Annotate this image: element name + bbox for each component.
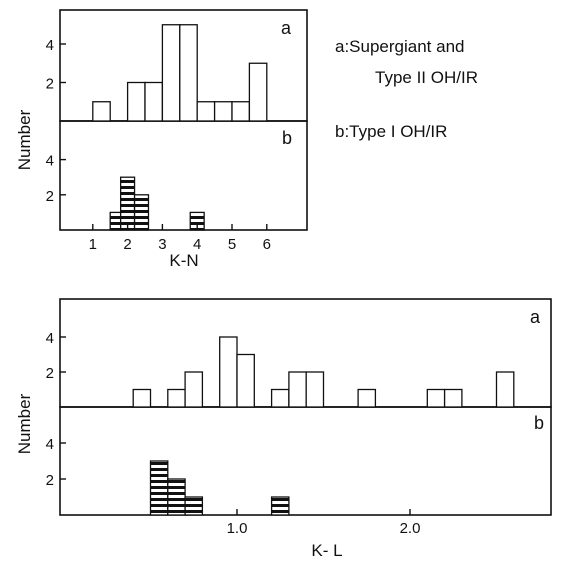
kn-a-bar-6 xyxy=(213,101,233,122)
kl-xtick-label-1: 2.0 xyxy=(400,520,421,537)
kl-bars-a xyxy=(132,336,515,408)
kn-a-bar-4 xyxy=(179,24,198,122)
kn-b-bar-2 xyxy=(133,194,150,231)
kl-b-bar-1 xyxy=(167,478,186,516)
kn-panel-a-label: a xyxy=(281,18,292,38)
kl-a-bar-1 xyxy=(167,388,186,408)
kn-y-axis-label: Number xyxy=(15,109,34,170)
kn-xtick-label-5: 6 xyxy=(263,236,271,253)
kl-y-axis-label: Number xyxy=(15,393,34,454)
kl-a-bar-9 xyxy=(426,388,446,408)
kn-x-ticks: 1 2 3 4 5 6 xyxy=(89,224,271,253)
kn-a-bar-7 xyxy=(231,101,251,122)
kl-b-bar-0 xyxy=(149,460,169,516)
kn-xtick-label-0: 1 xyxy=(89,236,97,253)
kl-a-ytick-label-1: 4 xyxy=(46,330,54,347)
kn-b-bar-1 xyxy=(119,176,136,231)
kn-panel-b-label: b xyxy=(282,128,292,148)
legend: a:Supergiant and Type II OH/IR b:Type I … xyxy=(335,37,478,141)
kn-xtick-label-4: 5 xyxy=(228,236,236,253)
kn-xtick-label-3: 4 xyxy=(193,236,201,253)
legend-a-line1: a:Supergiant and xyxy=(335,37,465,56)
kl-panel-b-frame xyxy=(59,406,552,516)
kn-a-ytick-label-0: 2 xyxy=(46,76,54,93)
kn-y-ticks: 2 4 2 4 xyxy=(46,37,66,205)
kl-x-ticks: 1.0 2.0 xyxy=(227,509,421,537)
chart-kl: 2 4 2 4 1.0 2.0 a b K- L Number xyxy=(15,298,552,560)
kl-a-bar-4 xyxy=(236,353,255,408)
kl-b-bar-3 xyxy=(270,496,290,516)
kn-bars-a xyxy=(92,24,268,122)
kl-bars-b xyxy=(149,460,290,516)
kl-a-bar-11 xyxy=(495,371,515,408)
kl-b-ytick-label-1: 4 xyxy=(46,436,54,453)
kn-a-bar-0 xyxy=(92,101,111,122)
kn-b-bar-0 xyxy=(109,211,122,231)
kl-a-bar-7 xyxy=(305,371,325,408)
kn-b-ytick-label-0: 2 xyxy=(46,188,54,205)
kl-a-bar-8 xyxy=(357,388,377,408)
kl-a-bar-2 xyxy=(184,371,204,408)
kl-panel-a-label: a xyxy=(530,307,541,327)
kn-a-bar-8 xyxy=(248,62,268,122)
kl-a-bar-5 xyxy=(270,388,290,408)
kn-a-ytick-label-1: 4 xyxy=(46,37,54,54)
kn-panel-b-frame xyxy=(59,120,308,231)
kl-xtick-label-0: 1.0 xyxy=(227,520,248,537)
kn-a-bar-3 xyxy=(161,24,181,122)
kn-a-bar-2 xyxy=(144,81,164,122)
legend-b-line1: b:Type I OH/IR xyxy=(335,122,447,141)
kl-a-bar-3 xyxy=(219,336,238,408)
kn-xtick-label-2: 3 xyxy=(158,236,166,253)
kn-a-bar-5 xyxy=(196,101,216,122)
kl-panel-b-label: b xyxy=(534,413,544,433)
kl-a-bar-6 xyxy=(288,371,307,408)
kn-x-axis-label: K-N xyxy=(169,251,198,270)
kl-b-ytick-label-0: 2 xyxy=(46,472,54,489)
kl-a-bar-10 xyxy=(443,388,463,408)
chart-kn: 2 4 2 4 1 2 3 4 5 6 a b K-N Number xyxy=(15,9,308,270)
kl-a-ytick-label-0: 2 xyxy=(46,365,54,382)
kl-y-ticks: 2 4 2 4 xyxy=(46,330,66,489)
kn-bars-b xyxy=(109,176,205,231)
kn-xtick-label-1: 2 xyxy=(123,236,131,253)
kl-x-axis-label: K- L xyxy=(311,541,342,560)
kl-a-bar-0 xyxy=(132,388,152,408)
kn-a-bar-1 xyxy=(126,81,146,122)
legend-a-line2: Type II OH/IR xyxy=(375,68,478,87)
kn-b-ytick-label-1: 4 xyxy=(46,153,54,170)
kl-b-bar-2 xyxy=(184,496,204,516)
